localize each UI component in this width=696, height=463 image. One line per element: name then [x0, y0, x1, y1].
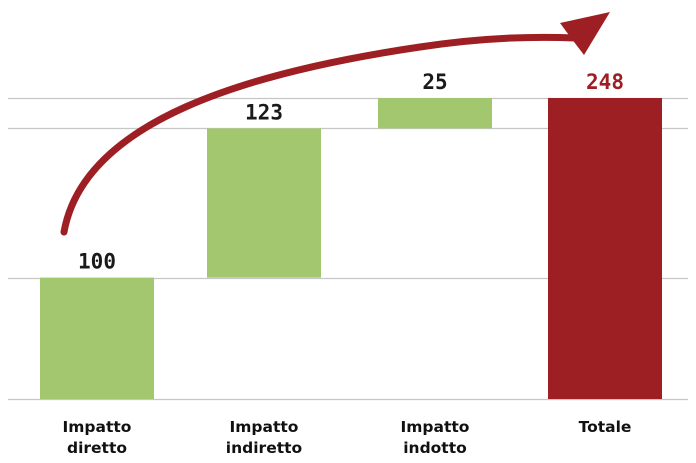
category-label: Impatto [401, 418, 470, 436]
data-label: 248 [586, 70, 624, 94]
category-label: indiretto [226, 439, 302, 457]
growth-arrow-icon [60, 12, 610, 236]
bar-increment [207, 128, 321, 278]
category-label: Impatto [230, 418, 299, 436]
category-label: indotto [403, 439, 467, 457]
category-label: Totale [579, 418, 632, 436]
bar-increment [40, 277, 154, 399]
bar-increment [378, 98, 492, 129]
data-label: 25 [422, 70, 447, 94]
arrow-head [560, 12, 610, 55]
bars [40, 98, 662, 399]
arrow-shaft [60, 33, 579, 236]
data-label: 100 [78, 250, 116, 274]
category-labels: Impatto diretto Impatto indiretto Impatto ind… [63, 418, 632, 457]
bar-total [548, 98, 662, 399]
data-label: 123 [245, 100, 283, 124]
category-label: Impatto [63, 418, 132, 436]
category-label: diretto [67, 439, 127, 457]
value-labels: 100 123 25 248 [78, 70, 624, 274]
